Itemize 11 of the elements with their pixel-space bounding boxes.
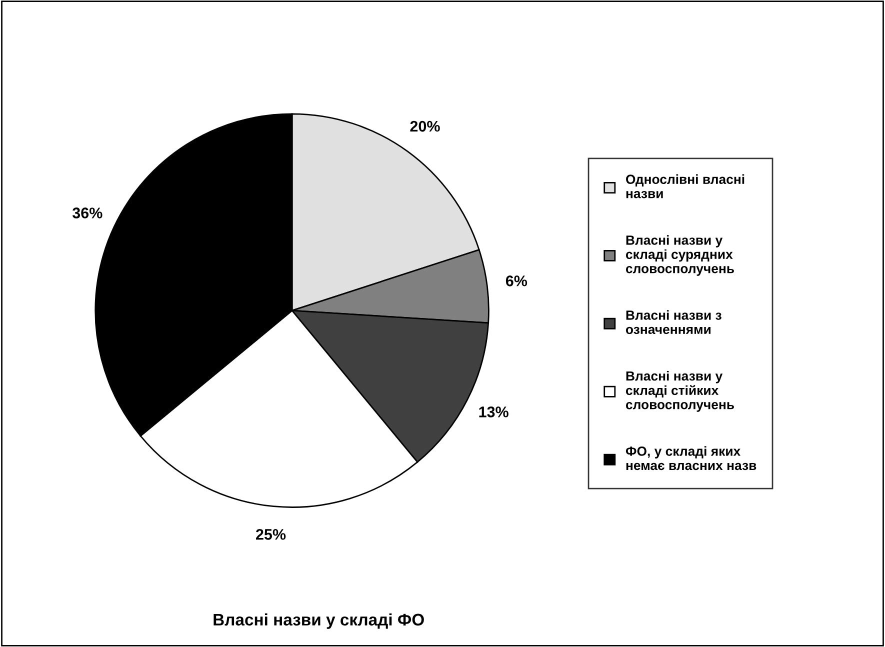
data-label: 6%: [506, 275, 528, 286]
legend-label: ФО, у складі яких немає власних назв: [626, 446, 756, 470]
data-label: 13%: [479, 406, 508, 418]
data-label: 36%: [72, 208, 102, 218]
data-label: 20%: [410, 120, 440, 132]
legend-label: Власні назви з означеннями: [626, 310, 722, 334]
legend-label: Власні назви у складі стійких словосполучень: [626, 370, 734, 412]
legend-label: Однослівні власні назви: [626, 174, 744, 198]
text: Власні назви у складі ФО: [214, 613, 424, 629]
legend-label: Власні назви у складі сурядних словосполучень: [626, 235, 734, 276]
data-label: 25%: [256, 529, 286, 540]
